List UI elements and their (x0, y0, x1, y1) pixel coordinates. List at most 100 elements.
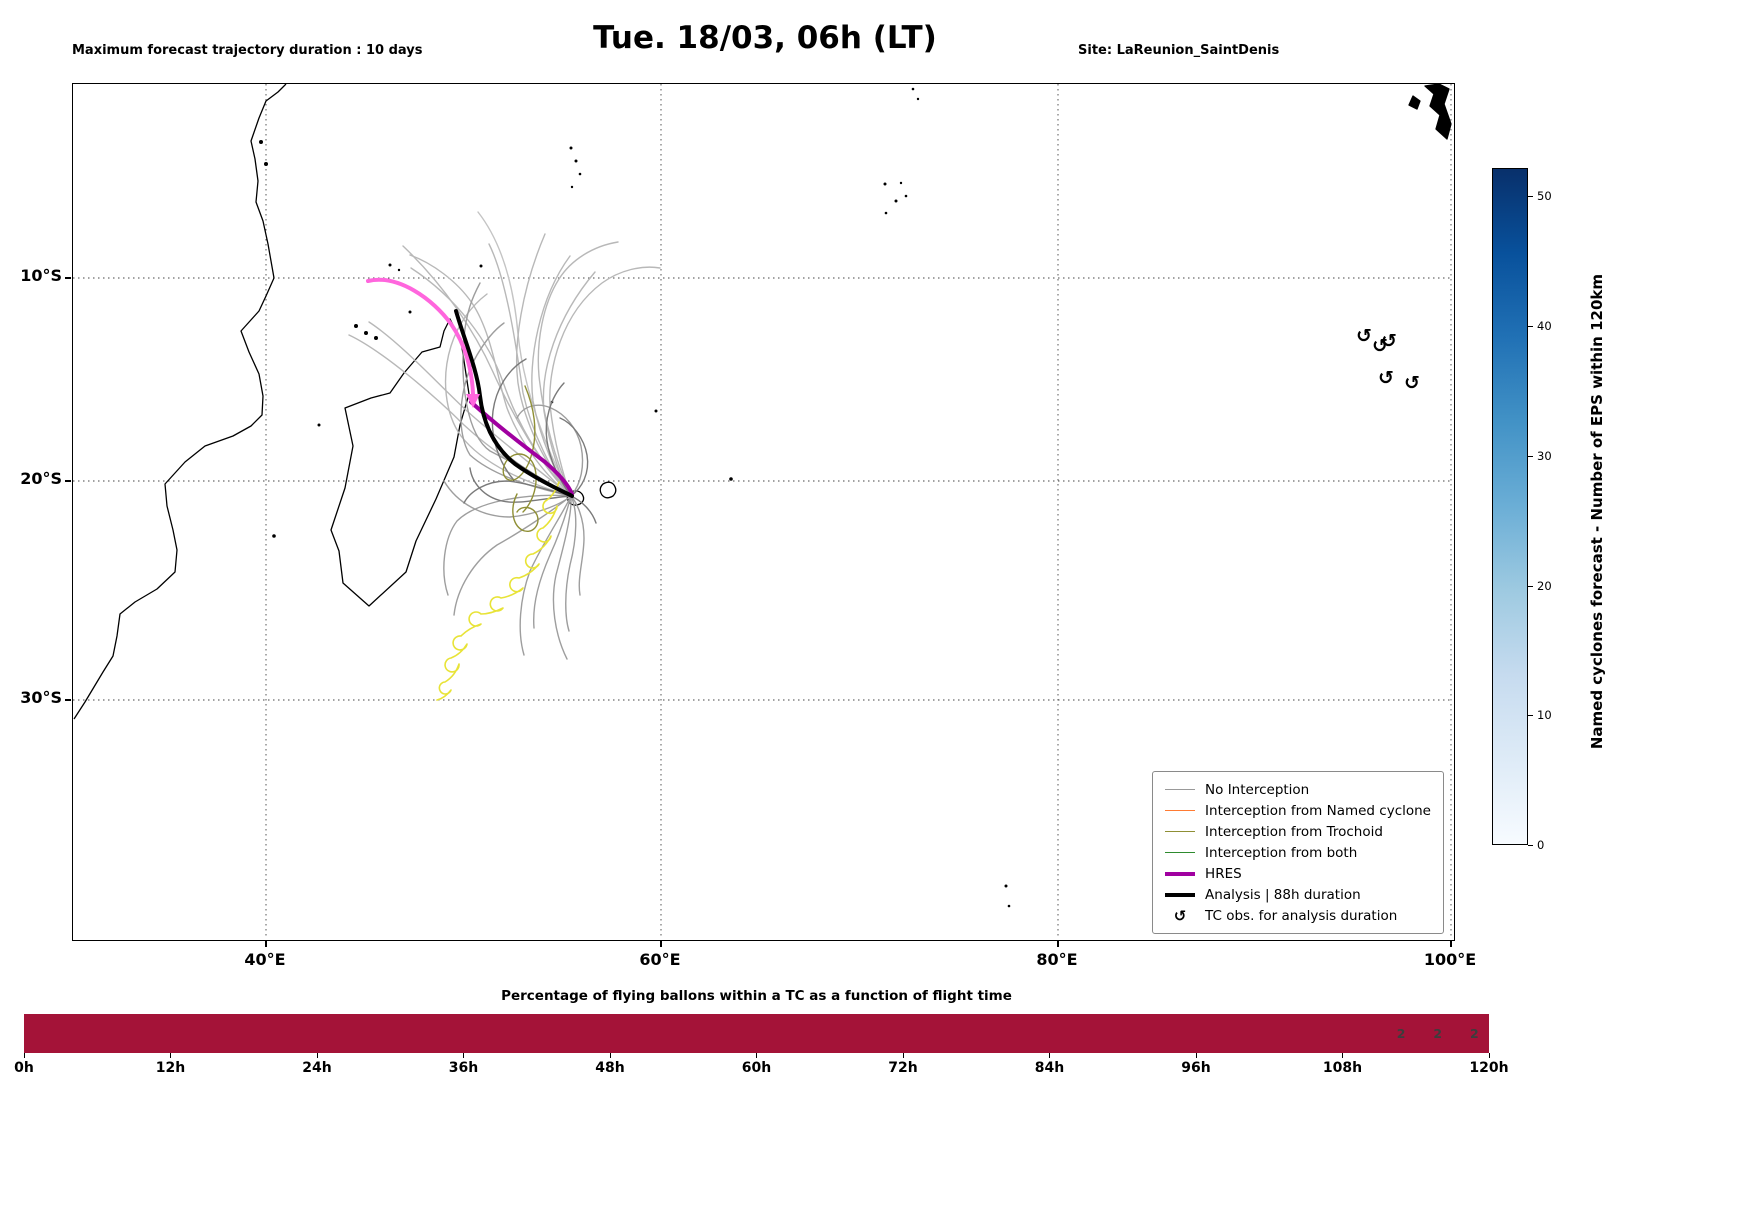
lat-tick-label: 30°S (20, 688, 62, 707)
eps-trajectory (409, 254, 572, 497)
eps-trajectory (570, 495, 597, 524)
colorbar-tick-mark (1528, 326, 1533, 328)
island-dot (883, 182, 887, 186)
flight-time-tick-label: 24h (302, 1060, 332, 1076)
eps-trajectory (453, 495, 572, 616)
legend-item: ↺ TC obs. for analysis duration (1165, 905, 1431, 926)
flight-time-tick-mark (609, 1053, 611, 1058)
island-dot (259, 140, 263, 144)
header-left-line: Maximum forecast trajectory duration : 1… (72, 43, 423, 58)
colorbar-tick-mark (1528, 456, 1533, 458)
flight-time-tick-mark (316, 1053, 318, 1058)
eps-trajectory (559, 417, 589, 497)
eps-trajectory (519, 495, 572, 656)
lat-tick-mark (65, 480, 71, 482)
tc-percentage-annotation: 2 (1433, 1026, 1443, 1041)
colorbar-tick-label: 0 (1537, 838, 1545, 852)
tc-obs-icon: ↺ (1356, 325, 1372, 347)
legend-item-label: No Interception (1205, 781, 1310, 798)
island-dot (374, 336, 378, 340)
island-dot (578, 172, 582, 176)
eps-trajectory (444, 293, 572, 497)
legend-item: No Interception (1165, 779, 1431, 800)
island-dot (1007, 904, 1011, 908)
eps-trajectory (549, 266, 661, 497)
flight-time-tick-label: 84h (1034, 1060, 1065, 1076)
eps-trajectory (532, 495, 572, 629)
colorbar-label-wrap: Named cyclones forecast - Number of EPS … (1588, 83, 1606, 941)
legend-item: Interception from Trochoid (1165, 821, 1431, 842)
trochoid-interception (512, 493, 539, 532)
colorbar-tick-label: 50 (1537, 189, 1552, 203)
lat-tick-mark (65, 277, 71, 279)
island-dot (1004, 884, 1008, 888)
sumatra-coastline (1424, 84, 1452, 140)
flight-time-tick-mark (463, 1053, 465, 1058)
island-dot (479, 264, 483, 268)
flight-time-tick-label: 108h (1322, 1060, 1363, 1076)
legend-line-sample (1165, 831, 1196, 832)
island-dot (899, 181, 903, 185)
island-dot (894, 199, 898, 203)
island-dot (364, 331, 368, 335)
island-dot (916, 97, 920, 101)
island-dot (904, 194, 908, 198)
legend-item-label: TC obs. for analysis duration (1205, 907, 1398, 924)
island-dot (884, 211, 888, 215)
flight-time-tick-mark (23, 1053, 25, 1058)
eps-trajectory (491, 358, 527, 480)
lon-tick-label: 60°E (639, 950, 681, 969)
hres-forecast-pink (366, 277, 475, 396)
lon-tick-label: 80°E (1036, 950, 1078, 969)
flight-time-tick-label: 36h (448, 1060, 479, 1076)
lat-tick-label: 20°S (20, 469, 62, 488)
eps-trajectory (570, 495, 585, 596)
mauritius-island (599, 481, 617, 499)
flight-time-tick-mark (756, 1053, 758, 1058)
map-plot: ↺ ↺ ↺ ↺ ↺ No Interception Interception from N… (72, 83, 1455, 941)
flight-time-tick-label: 48h (595, 1060, 625, 1076)
hres-arrowhead (466, 394, 480, 408)
lon-tick-label: 40°E (244, 950, 286, 969)
hres-trajectory (469, 400, 574, 496)
colorbar-label: Named cyclones forecast - Number of EPS … (1588, 274, 1606, 750)
lat-tick-mark (65, 699, 71, 701)
tc-percentage-annotation: 2 (1396, 1026, 1406, 1041)
africa-coastline (73, 84, 287, 720)
lon-tick-mark (265, 941, 267, 947)
legend-item-label: Analysis | 88h duration (1205, 886, 1361, 903)
trochoid-interception (502, 385, 537, 513)
colorbar-tick-mark (1528, 845, 1533, 847)
eps-trajectory (552, 495, 572, 660)
flight-time-tick-mark (1049, 1053, 1051, 1058)
legend-item: Interception from Named cyclone (1165, 800, 1431, 821)
legend: No Interception Interception from Named c… (1152, 771, 1444, 934)
tc-obs-icon: ↺ (1372, 335, 1388, 357)
colorbar-tick-mark (1528, 715, 1533, 717)
colorbar-tick-mark (1528, 586, 1533, 588)
eps-trajectory (443, 480, 572, 518)
island-dot (354, 324, 358, 328)
legend-item-label: Interception from both (1205, 844, 1358, 861)
header-right-line: Site: LaReunion_SaintDenis (1078, 43, 1280, 58)
legend-item-label: Interception from Named cyclone (1205, 802, 1431, 819)
bottom-chart-title: Percentage of flying ballons within a TC… (501, 988, 1012, 1004)
colorbar (1492, 168, 1528, 845)
island-dot (264, 162, 268, 166)
island-dot (570, 185, 574, 189)
northeast-islet (1408, 95, 1421, 110)
island-dot (317, 423, 321, 427)
tc-obs-icon: ↺ (1404, 372, 1420, 394)
eps-trajectory (443, 494, 572, 596)
flight-time-tick-label: 0h (14, 1060, 34, 1076)
map-canvas: ↺ ↺↺↺ ↺ (73, 84, 1453, 939)
analysis-trajectory (454, 309, 574, 498)
lon-tick-mark (660, 941, 662, 947)
trochoid-track (436, 481, 560, 701)
colorbar-tick-label: 40 (1537, 319, 1552, 333)
flight-time-tick-label: 60h (741, 1060, 772, 1076)
island-dot (569, 146, 573, 150)
colorbar-tick-label: 10 (1537, 708, 1552, 722)
tc-obs-icon: ↺ (1381, 330, 1397, 352)
